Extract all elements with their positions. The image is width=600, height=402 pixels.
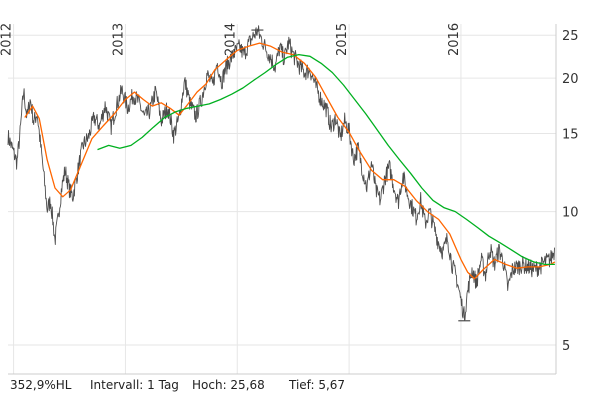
chart-footer: 352,9%HL Intervall: 1 Tag Hoch: 25,68 Tief:… [10, 378, 345, 392]
chart-markers [251, 29, 471, 322]
y-tick-label: 15 [562, 128, 579, 143]
chart-series [7, 25, 556, 321]
footer-range: 352,9%HL [10, 378, 72, 392]
series-line-gd-38 [24, 42, 556, 280]
y-axis-labels: 25 20 15 10 5 [562, 29, 579, 354]
chart-grid [8, 24, 557, 375]
footer-high: Hoch: 25,68 [192, 378, 265, 392]
y-tick-label: 5 [562, 339, 570, 354]
year-label: 2015 [335, 23, 350, 56]
footer-low: Tief: 5,67 [289, 378, 346, 392]
y-tick-label: 10 [562, 206, 579, 221]
series-line-gd-200 [97, 53, 555, 266]
y-tick-label: 20 [562, 72, 579, 87]
x-axis-labels: 2012 2013 2014 2015 2016 [0, 23, 462, 56]
year-label: 2016 [447, 23, 462, 56]
footer-interval: Intervall: 1 Tag [90, 378, 179, 392]
year-label: 2012 [0, 23, 15, 56]
y-tick-label: 25 [562, 29, 579, 44]
year-label: 2013 [111, 23, 126, 56]
